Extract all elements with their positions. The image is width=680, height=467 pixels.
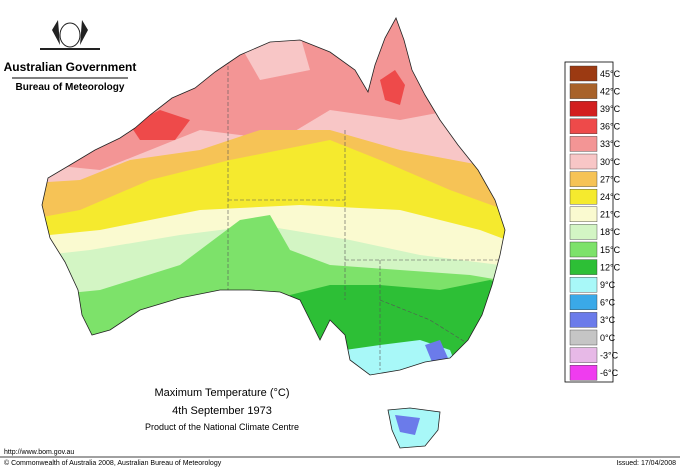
- legend-swatch: [569, 188, 598, 205]
- legend-label: 33°C: [600, 139, 621, 149]
- legend-label: 0°C: [600, 333, 616, 343]
- legend-swatch: [569, 365, 598, 381]
- legend-swatch: [569, 347, 598, 363]
- legend-label: 9°C: [600, 280, 616, 290]
- legend-label: 15°C: [600, 245, 621, 255]
- legend-swatch: [569, 171, 598, 187]
- legend-swatch: [569, 136, 598, 152]
- legend-label: -6°C: [600, 368, 619, 378]
- legend-swatch: [569, 294, 598, 310]
- legend-label: 6°C: [600, 298, 616, 308]
- legend-label: -3°C: [600, 350, 619, 360]
- coastline: [41, 17, 506, 449]
- footer-issued: Issued: 17/04/2008: [616, 460, 676, 467]
- government-name: Australian Government: [4, 60, 137, 74]
- legend-label: 24°C: [600, 192, 621, 202]
- legend-swatch: [569, 65, 598, 82]
- legend-swatch: [569, 153, 598, 170]
- map-product: Product of the National Climate Centre: [145, 422, 299, 432]
- legend-label: 12°C: [600, 262, 621, 272]
- coat-of-arms: [40, 20, 100, 50]
- legend-swatch: [569, 118, 598, 135]
- map-date: 4th September 1973: [172, 405, 272, 417]
- legend-label: 21°C: [600, 210, 621, 220]
- agency-name: Bureau of Meteorology: [16, 82, 125, 93]
- legend-swatch: [569, 277, 598, 293]
- legend-swatch: [569, 241, 598, 258]
- legend-label: 27°C: [600, 174, 621, 184]
- map-title: Maximum Temperature (°C): [154, 387, 289, 399]
- legend-label: 42°C: [600, 86, 621, 96]
- legend-swatch: [569, 259, 598, 275]
- legend: 45°C 42°C 39°C 36°C 33°C 30°C 27°C 24°C 21°C 18°C…: [569, 65, 621, 381]
- footer-url: http://www.bom.gov.au: [4, 449, 74, 456]
- footer-copyright: © Commonwealth of Australia 2008, Austra…: [4, 459, 222, 467]
- legend-label: 39°C: [600, 104, 621, 114]
- legend-swatch: [569, 224, 598, 240]
- legend-label: 45°C: [600, 69, 621, 79]
- legend-swatch: [569, 206, 598, 223]
- legend-label: 30°C: [600, 157, 621, 167]
- legend-swatch: [569, 83, 598, 99]
- legend-label: 3°C: [600, 315, 616, 325]
- legend-label: 36°C: [600, 122, 621, 132]
- legend-swatch: [569, 312, 598, 328]
- legend-swatch: [569, 329, 598, 346]
- legend-swatch: [569, 100, 598, 117]
- legend-label: 18°C: [600, 227, 621, 237]
